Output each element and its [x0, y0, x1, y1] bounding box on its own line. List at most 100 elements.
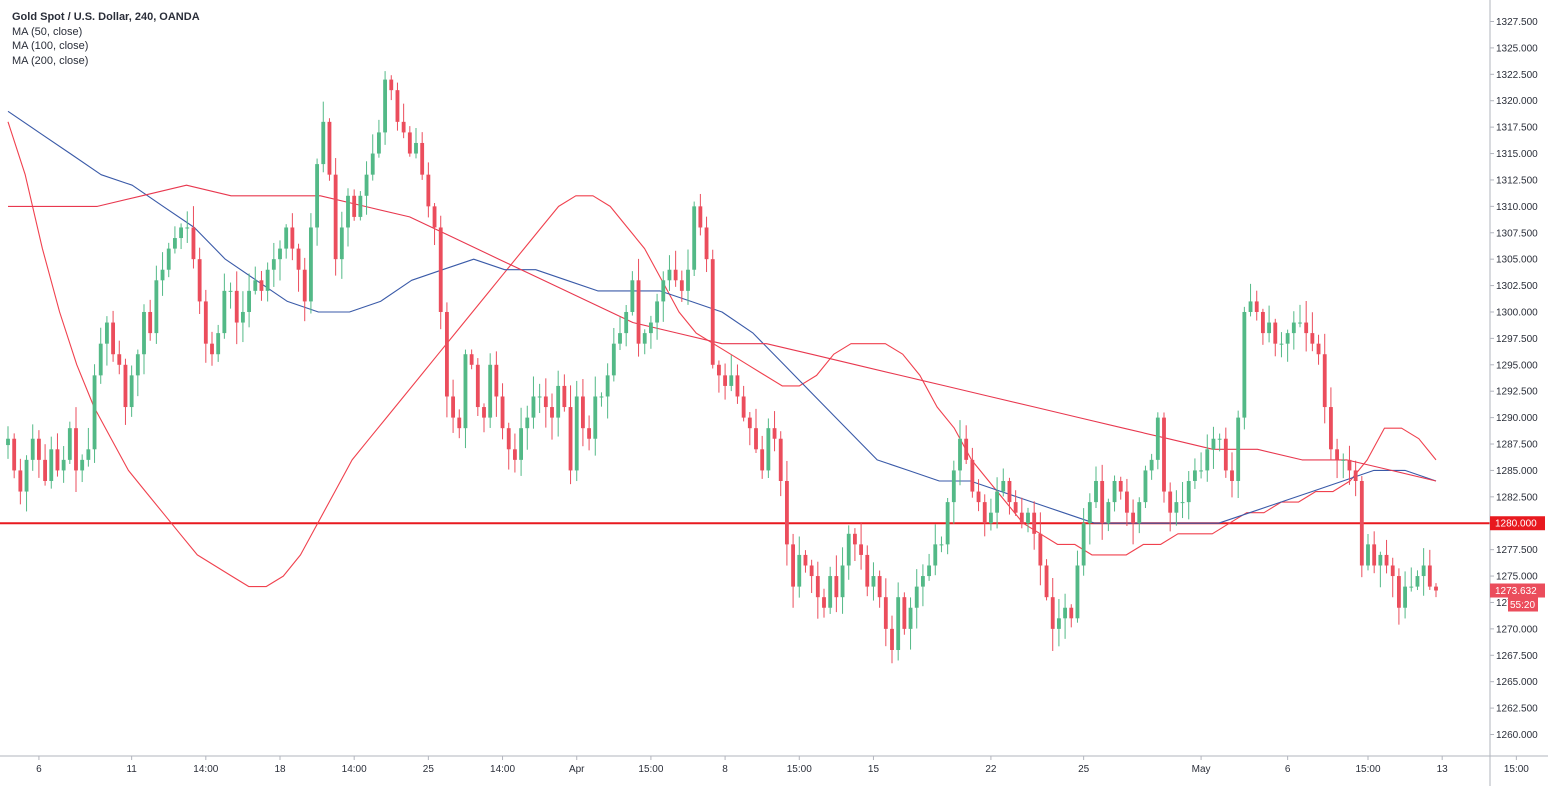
candle-down	[290, 227, 295, 249]
candle-down	[1372, 544, 1377, 566]
candle-up	[154, 280, 159, 334]
candle-up	[525, 417, 530, 429]
candle-down	[191, 227, 196, 260]
candle-up	[661, 280, 666, 302]
candle-down	[407, 132, 412, 154]
candle-up	[1415, 576, 1420, 587]
price-tick-label: 1285.000	[1496, 466, 1538, 477]
candle-down	[444, 311, 449, 397]
candle-up	[308, 227, 313, 302]
candle-up	[995, 491, 1000, 513]
candle-down	[1118, 480, 1123, 492]
candle-up	[284, 227, 289, 249]
candle-up	[1217, 438, 1222, 440]
candle-down	[117, 354, 122, 365]
candle-down	[1050, 597, 1055, 629]
candle-up	[179, 227, 184, 239]
candle-up	[92, 375, 97, 450]
candle-down	[877, 576, 882, 598]
candle-up	[61, 459, 66, 471]
candle-up	[655, 301, 660, 323]
price-tick-label: 1287.500	[1496, 440, 1538, 451]
candle-up	[531, 396, 536, 418]
candle-up	[49, 449, 54, 481]
level-label-background	[1490, 516, 1545, 531]
price-tick-label: 1325.000	[1496, 43, 1538, 54]
time-tick-label: 11	[126, 764, 137, 775]
price-tick-label: 1322.500	[1496, 70, 1538, 81]
candle-up	[1174, 502, 1179, 513]
candle-down	[902, 597, 907, 629]
ma-100-label[interactable]: MA (100, close)	[12, 40, 89, 52]
candle-up	[537, 396, 542, 398]
candle-down	[964, 438, 969, 460]
candle-up	[1106, 502, 1111, 524]
price-tick-label: 1267.500	[1496, 651, 1538, 662]
candle-up	[908, 607, 913, 629]
candle-up	[1056, 618, 1061, 629]
candle-down	[859, 544, 864, 555]
price-tick-label: 1300.000	[1496, 307, 1538, 318]
candle-down	[723, 375, 728, 386]
candle-up	[1180, 502, 1185, 504]
candle-up	[1149, 459, 1154, 471]
candle-down	[111, 322, 116, 355]
candle-up	[265, 269, 270, 291]
candle-down	[210, 343, 214, 355]
candle-down	[976, 491, 981, 503]
candle-down	[550, 407, 554, 418]
candle-up	[346, 195, 350, 228]
time-tick-label: 6	[36, 764, 42, 775]
candle-up	[574, 396, 579, 471]
candle-up	[104, 322, 109, 344]
price-tick-label: 1317.500	[1496, 123, 1538, 134]
candle-down	[1427, 565, 1432, 587]
candle-down	[494, 364, 499, 397]
candle-down	[1038, 533, 1043, 566]
candle-down	[500, 396, 505, 429]
candle-down	[432, 206, 437, 228]
candle-up	[729, 375, 734, 386]
time-tick-label: 15:00	[638, 764, 663, 775]
candle-up	[648, 322, 653, 334]
time-tick-label: 6	[1285, 764, 1291, 775]
time-axis[interactable]: 6 11 14:00 18 14:00 25 14:00 Apr 15:00 8 15:00 15 22…	[36, 756, 1548, 775]
candle-up	[488, 364, 493, 418]
candle-down	[1396, 576, 1401, 608]
candle-down	[148, 311, 153, 334]
candle-down	[18, 470, 23, 492]
candle-down	[1019, 512, 1024, 524]
candle-down	[74, 428, 78, 471]
price-tick-label: 1282.500	[1496, 492, 1538, 503]
ma-50-label[interactable]: MA (50, close)	[12, 25, 83, 38]
candle-up	[1205, 449, 1210, 471]
countdown-background	[1508, 597, 1538, 612]
ma-line-100	[7, 110, 1437, 524]
candle-up	[920, 576, 925, 587]
candle-up	[686, 269, 690, 291]
candle-down	[203, 301, 208, 344]
candle-down	[716, 364, 721, 376]
candle-down	[809, 565, 814, 577]
candle-up	[1279, 343, 1284, 345]
time-tick-label: 13	[1437, 764, 1449, 775]
candle-up	[1063, 607, 1068, 619]
last-price-label-background	[1490, 583, 1545, 598]
candle-down	[1032, 512, 1037, 534]
chart-title[interactable]: Gold Spot / U.S. Dollar, 240, OANDA	[12, 11, 200, 23]
candle-up	[1403, 586, 1408, 608]
candle-up	[247, 290, 252, 312]
ma-200-label[interactable]: MA (200, close)	[12, 54, 89, 67]
candle-down	[704, 227, 709, 260]
candle-down	[587, 428, 592, 439]
candle-down	[580, 396, 585, 429]
candle-up	[1211, 438, 1216, 450]
candle-down	[562, 385, 567, 408]
candle-down	[1260, 311, 1265, 334]
candle-up	[1366, 544, 1370, 566]
candle-up	[86, 449, 91, 460]
price-tick-label: 1265.000	[1496, 677, 1538, 688]
candle-up	[1298, 322, 1302, 324]
candle-down	[1434, 586, 1438, 591]
